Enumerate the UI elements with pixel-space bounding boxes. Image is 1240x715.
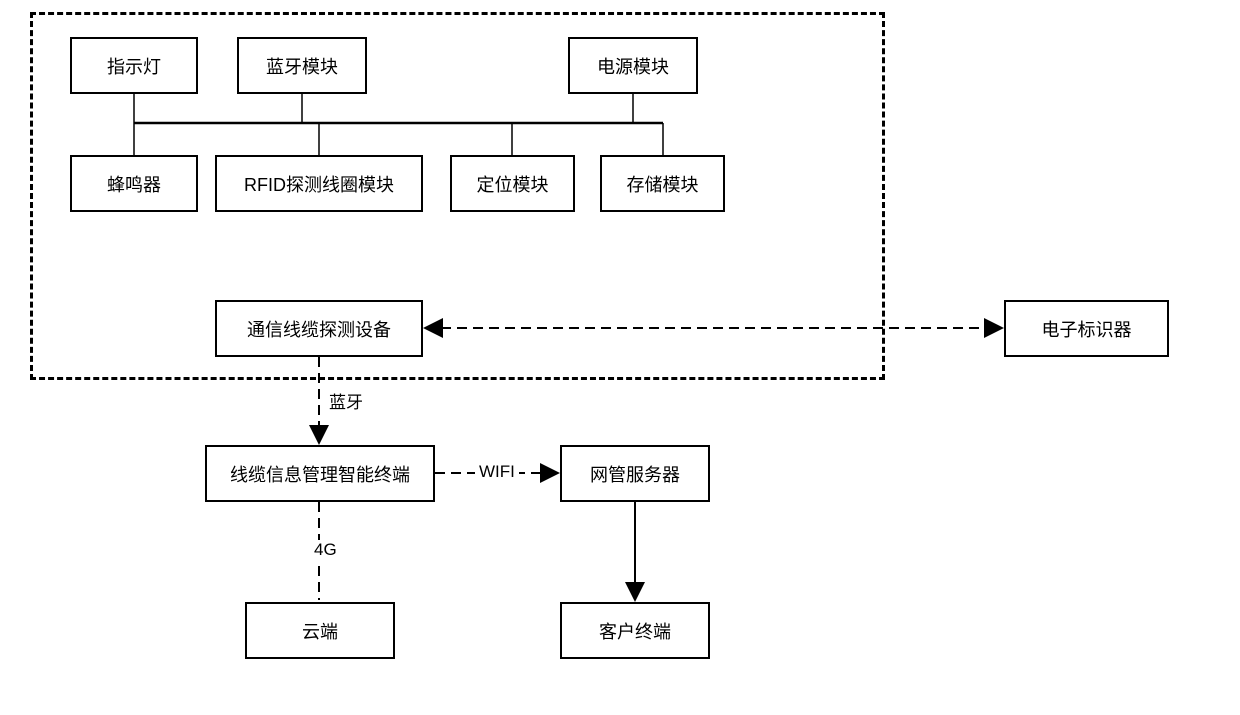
node-rfid-label: RFID探测线圈模块 [244, 171, 394, 197]
node-buzzer: 蜂鸣器 [70, 155, 198, 212]
node-cloud: 云端 [245, 602, 395, 659]
node-storage-label: 存储模块 [627, 171, 699, 197]
node-positioning: 定位模块 [450, 155, 575, 212]
node-client: 客户终端 [560, 602, 710, 659]
node-detector: 通信线缆探测设备 [215, 300, 423, 357]
node-buzzer-label: 蜂鸣器 [107, 171, 161, 197]
edge-label-bluetooth-text: 蓝牙 [329, 393, 363, 412]
node-power-module: 电源模块 [568, 37, 698, 94]
node-indicator: 指示灯 [70, 37, 198, 94]
node-marker-label: 电子标识器 [1042, 316, 1132, 342]
edge-label-bluetooth: 蓝牙 [325, 388, 367, 413]
node-server: 网管服务器 [560, 445, 710, 502]
node-bluetooth-module: 蓝牙模块 [237, 37, 367, 94]
node-cloud-label: 云端 [302, 618, 338, 644]
node-power-label: 电源模块 [597, 53, 669, 79]
edge-label-4g-text: 4G [314, 540, 337, 559]
node-terminal-label: 线缆信息管理智能终端 [230, 461, 410, 487]
node-storage: 存储模块 [600, 155, 725, 212]
node-marker: 电子标识器 [1004, 300, 1169, 357]
node-bluetooth-label: 蓝牙模块 [266, 53, 338, 79]
node-positioning-label: 定位模块 [477, 171, 549, 197]
node-client-label: 客户终端 [599, 618, 671, 644]
node-server-label: 网管服务器 [590, 461, 680, 487]
node-indicator-label: 指示灯 [107, 53, 161, 79]
edge-label-wifi-text: WIFI [479, 462, 515, 481]
node-terminal: 线缆信息管理智能终端 [205, 445, 435, 502]
edge-label-4g: 4G [310, 540, 341, 560]
edge-label-wifi: WIFI [475, 462, 519, 482]
node-detector-label: 通信线缆探测设备 [247, 316, 391, 342]
node-rfid: RFID探测线圈模块 [215, 155, 423, 212]
